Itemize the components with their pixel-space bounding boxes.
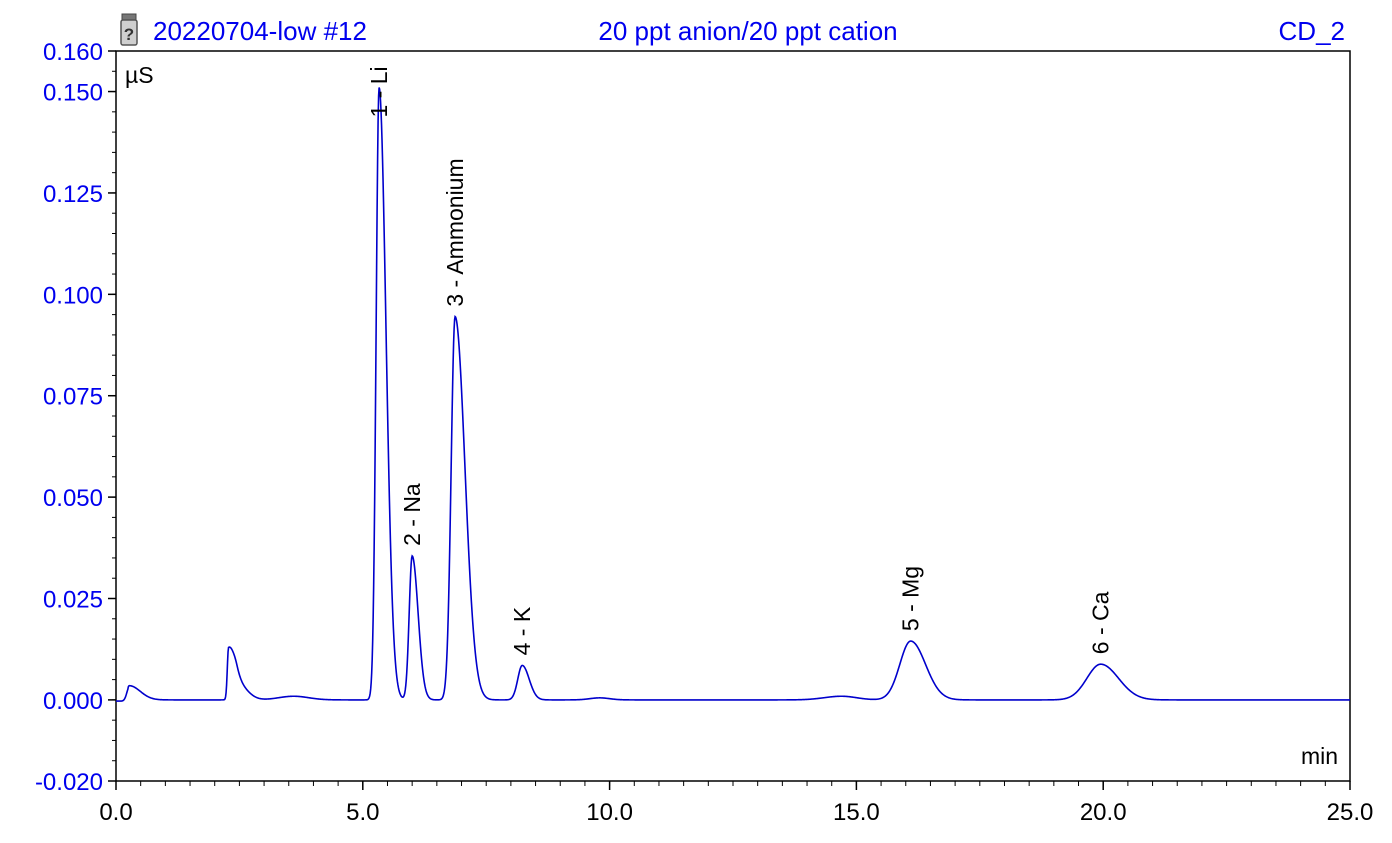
y-axis-tick-labels: 0.160 0.150 0.125 0.100 0.075 0.050 0.025 0.000… — [35, 39, 103, 796]
y-tick-label: 0.050 — [43, 485, 103, 512]
peak-label-3: 3 - Ammonium — [442, 158, 468, 306]
sample-description: 20 ppt anion/20 ppt cation — [598, 16, 897, 46]
x-axis-tick-labels: 0.0 5.0 10.0 15.0 20.0 25.0 — [99, 799, 1373, 826]
plot-frame — [115, 50, 1351, 782]
sample-name: 20220704-low #12 — [153, 16, 367, 46]
x-tick-label: 5.0 — [346, 799, 379, 826]
x-tick-label: 10.0 — [586, 799, 633, 826]
peak-label-1: 1 - Li — [366, 66, 392, 117]
peak-label-6: 6 - Ca — [1088, 591, 1114, 654]
y-tick-label: 0.150 — [43, 80, 103, 107]
peak-label-text: 3 - Ammonium — [442, 158, 468, 306]
x-tick-label: 20.0 — [1080, 799, 1127, 826]
y-tick-label: 0.125 — [43, 181, 103, 208]
peak-label-text: 6 - Ca — [1088, 591, 1114, 654]
y-tick-label: 0.100 — [43, 282, 103, 309]
peak-label-5: 5 - Mg — [898, 566, 924, 631]
x-axis-unit-label: min — [1301, 743, 1338, 769]
chart-header: ? 20220704-low #12 20 ppt anion/20 ppt c… — [120, 13, 1345, 46]
x-tick-label: 0.0 — [99, 799, 132, 826]
peak-label-4: 4 - K — [509, 606, 535, 655]
vial-question-icon: ? — [120, 13, 138, 46]
peak-label-text: 5 - Mg — [898, 566, 924, 631]
x-tick-label: 15.0 — [833, 799, 880, 826]
y-tick-label: 0.025 — [43, 587, 103, 614]
peak-label-2: 2 - Na — [399, 483, 425, 546]
y-tick-label: 0.160 — [43, 39, 103, 66]
peak-label-text: 1 - Li — [366, 66, 392, 117]
peak-label-text: 2 - Na — [399, 483, 425, 546]
chromatogram-trace — [116, 87, 1350, 702]
y-tick-label: 0.075 — [43, 384, 103, 411]
y-tick-label: -0.020 — [35, 769, 103, 796]
svg-text:?: ? — [124, 25, 134, 44]
x-tick-label: 25.0 — [1327, 799, 1374, 826]
axis-ticks — [108, 50, 1351, 790]
peak-label-text: 4 - K — [509, 606, 535, 655]
y-tick-label: 0.000 — [43, 688, 103, 715]
peak-labels: 1 - Li 2 - Na 3 - Ammonium 4 - K 5 - Mg 6 - C… — [366, 66, 1114, 655]
channel-name: CD_2 — [1279, 16, 1345, 46]
y-axis-unit-label: µS — [125, 62, 154, 88]
